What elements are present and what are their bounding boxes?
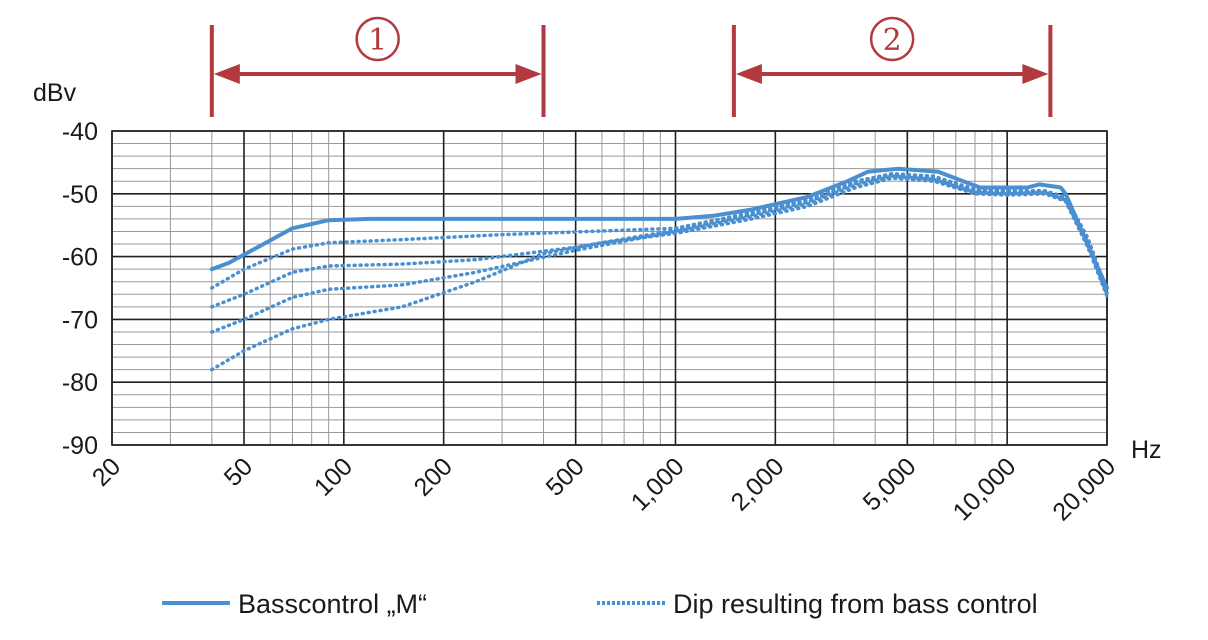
y-tick-label: -90: [62, 432, 98, 460]
y-tick-label: -70: [62, 306, 98, 334]
region-number-circle: [355, 16, 400, 62]
legend: Basscontrol „M“ Dip resulting from bass …: [162, 589, 1038, 619]
region-number-label: 2: [883, 23, 902, 58]
arrowhead-left-icon: [213, 64, 240, 84]
legend-label-dip: Dip resulting from bass control: [673, 589, 1038, 619]
x-tick-label: 20,000: [1047, 452, 1121, 526]
x-tick-label: 200: [409, 452, 458, 501]
series-line-dip-4: [210, 176, 1109, 372]
y-tick-label: -40: [62, 118, 98, 146]
y-axis-unit: dBv: [33, 79, 77, 107]
arrowhead-right-icon: [1022, 64, 1049, 84]
x-axis-tick-labels: 20 50 100 200 500 1,000 2,000 5,000 10,000 20,000: [87, 452, 1121, 526]
series-line-basscontrol: [209, 166, 1109, 290]
x-tick-label: 10,000: [948, 452, 1022, 526]
y-tick-label: -50: [62, 181, 98, 209]
x-axis-unit: Hz: [1131, 436, 1162, 464]
curves: [209, 166, 1109, 372]
x-tick-label: 5,000: [858, 452, 922, 516]
major-grid: [111, 130, 1108, 446]
x-tick-label: 100: [309, 452, 358, 501]
arrowhead-right-icon: [515, 64, 542, 84]
series-line-dip-3: [210, 174, 1109, 334]
x-tick-label: 50: [219, 452, 258, 491]
region-annotation-1: 1: [209, 16, 546, 117]
x-tick-label: 2,000: [726, 452, 790, 516]
x-tick-label: 1,000: [626, 452, 690, 516]
y-tick-label: -80: [62, 369, 98, 397]
y-axis-tick-labels: -40 -50 -60 -70 -80 -90: [62, 118, 98, 460]
x-tick-label: 500: [541, 452, 590, 501]
region-number-label: 1: [368, 23, 387, 58]
region-number-circle: [869, 16, 915, 62]
arrowhead-left-icon: [735, 64, 762, 84]
region-annotation-2: 2: [731, 16, 1053, 117]
y-tick-label: -60: [62, 244, 98, 272]
legend-label-basscontrol: Basscontrol „M“: [238, 589, 427, 619]
